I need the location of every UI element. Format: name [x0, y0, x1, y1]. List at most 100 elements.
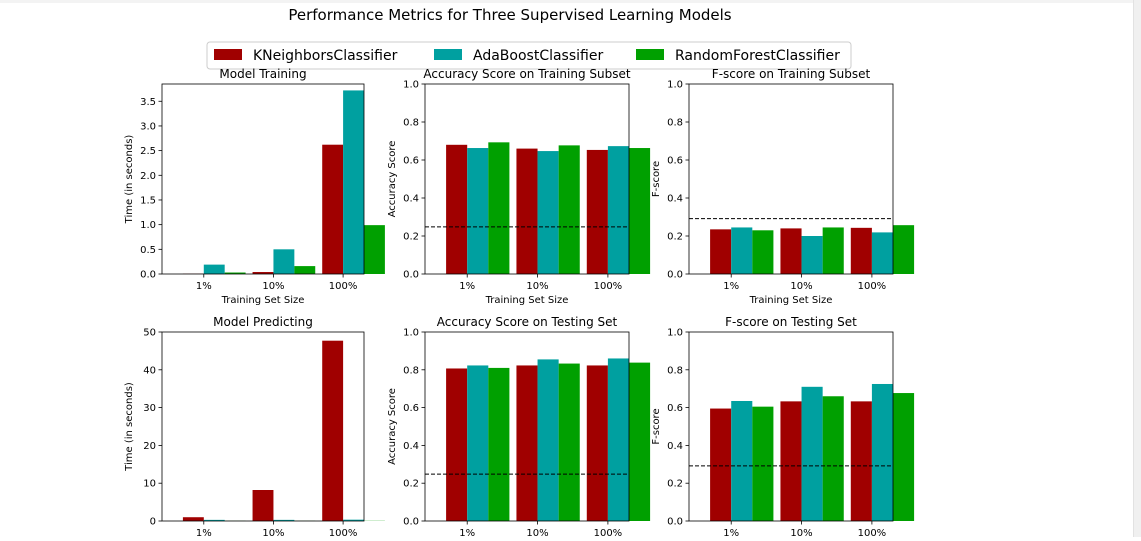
y-tick-label: 1.0 [667, 80, 683, 91]
legend-swatch-randomforest [636, 49, 664, 60]
y-tick-label: 0.8 [667, 118, 683, 129]
figure-title: Performance Metrics for Three Supervised… [288, 6, 731, 24]
y-tick-label: 0.8 [403, 365, 419, 376]
y-tick-label: 0.8 [667, 365, 683, 376]
x-axis-label: Training Set Size [749, 295, 833, 306]
bar [823, 227, 844, 274]
subplot-5: Accuracy Score on Testing Set0.00.20.40.… [387, 315, 650, 537]
x-tick-label: 10% [526, 528, 548, 537]
bar [559, 364, 580, 521]
y-tick-label: 0.0 [667, 517, 683, 528]
bar [294, 266, 315, 274]
y-tick-label: 0.4 [667, 194, 683, 205]
subplot-2: Accuracy Score on Training Subset 0.0 0.2 0… [387, 67, 650, 306]
y-tick-label: 2.5 [140, 146, 156, 157]
bar [710, 409, 731, 521]
y-tick-label: 0.0 [403, 270, 419, 281]
y-tick-label: 0.0 [403, 517, 419, 528]
bar [780, 401, 801, 521]
subplot-6: F-score on Testing Set 0.0 0.2 0.4 0.6 0.8 1.0… [651, 315, 914, 537]
bar [467, 365, 488, 521]
bar [538, 151, 559, 274]
x-tick-label: 10% [790, 528, 812, 537]
y-axis-label: Time (in seconds) [124, 382, 135, 472]
y-tick-label: 1.0 [403, 80, 419, 91]
bar [343, 90, 364, 274]
y-tick-label: 0.5 [140, 245, 156, 256]
subplot-title: Accuracy Score on Testing Set [437, 315, 618, 329]
bar [731, 227, 752, 274]
vertical-scrollbar[interactable] [1133, 0, 1141, 537]
x-tick-label: 10% [262, 528, 284, 537]
y-tick-label: 2.0 [140, 171, 156, 182]
subplot-title: F-score on Training Subset [712, 67, 871, 81]
bar [488, 142, 509, 274]
x-tick-label: 1% [196, 528, 212, 537]
bar [710, 229, 731, 274]
bar [587, 150, 608, 274]
y-tick-label: 0.2 [403, 232, 419, 243]
legend-label-randomforest: RandomForestClassifier [675, 48, 840, 64]
y-tick-label: 1.0 [667, 328, 683, 339]
y-tick-label: 0.6 [667, 403, 683, 414]
subplot-4: Model Predicting010203040501%10%100%Time… [124, 315, 385, 537]
bar [780, 228, 801, 274]
x-axis-label: Training Set Size [221, 295, 305, 306]
bar [893, 225, 914, 274]
y-axis-label: Accuracy Score [387, 141, 398, 218]
bar [851, 228, 872, 274]
bar [559, 145, 580, 274]
bar [587, 365, 608, 521]
y-tick-label: 0.0 [667, 270, 683, 281]
y-tick-label: 3.5 [140, 97, 156, 108]
y-tick-label: 0.6 [667, 156, 683, 167]
bar [467, 148, 488, 274]
x-axis-label: Training Set Size [485, 295, 569, 306]
y-tick-label: 1.5 [140, 195, 156, 206]
bar [823, 396, 844, 521]
bar [538, 359, 559, 521]
y-tick-label: 10 [143, 479, 156, 490]
bar [802, 387, 823, 521]
subplot-1: Model Training0.00.51.01.52.02.53.03.51%… [124, 67, 385, 306]
bar [322, 341, 343, 521]
y-tick-label: 50 [143, 328, 156, 339]
subplot-title: Model Training [219, 67, 306, 81]
y-axis-label: F-score [651, 161, 662, 197]
y-tick-label: 30 [143, 403, 156, 414]
subplots: Model Training0.00.51.01.52.02.53.03.51%… [124, 67, 914, 537]
subplot-title: Accuracy Score on Training Subset [423, 67, 630, 81]
legend-swatch-adaboost [434, 49, 462, 60]
y-tick-label: 0.0 [140, 270, 156, 281]
y-tick-label: 0 [150, 517, 156, 528]
bar [629, 363, 650, 521]
y-axis-label: F-score [651, 408, 662, 444]
x-tick-label: 100% [329, 528, 358, 537]
top-scroll-edge [0, 0, 1134, 3]
x-tick-label: 100% [858, 528, 887, 537]
x-tick-label: 1% [723, 281, 739, 292]
x-tick-label: 1% [459, 281, 475, 292]
x-tick-label: 1% [459, 528, 475, 537]
x-tick-label: 1% [723, 528, 739, 537]
bar [516, 365, 537, 521]
subplot-title: Model Predicting [213, 315, 313, 329]
x-tick-label: 10% [790, 281, 812, 292]
bar [872, 232, 893, 274]
bar [629, 148, 650, 274]
y-tick-label: 0.2 [403, 479, 419, 490]
bar [183, 517, 204, 521]
y-tick-label: 0.8 [403, 118, 419, 129]
y-tick-label: 0.4 [667, 441, 683, 452]
x-tick-label: 100% [594, 281, 623, 292]
bar [893, 393, 914, 521]
y-tick-label: 1.0 [140, 220, 156, 231]
y-tick-label: 0.4 [403, 194, 419, 205]
subplot-title: F-score on Testing Set [725, 315, 857, 329]
y-tick-label: 0.6 [403, 403, 419, 414]
y-tick-label: 0.2 [667, 479, 683, 490]
bar [273, 249, 294, 274]
bar [364, 225, 385, 274]
x-tick-label: 100% [329, 281, 358, 292]
